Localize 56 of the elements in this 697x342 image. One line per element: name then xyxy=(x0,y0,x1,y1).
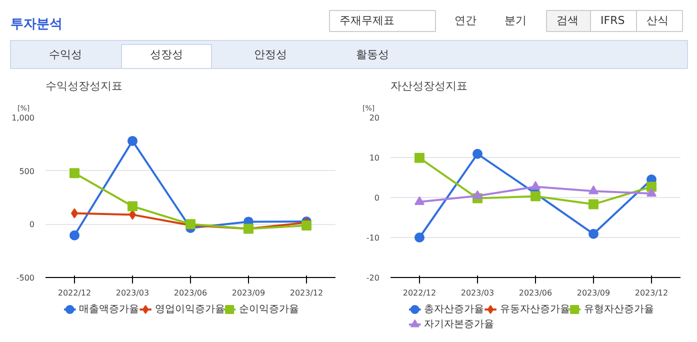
legend-label: 유동자산증가율 xyxy=(500,304,570,315)
x-tick-label: 2022/12 xyxy=(402,288,436,298)
x-tick-label: 2023/09 xyxy=(576,288,610,298)
y-tick-label: -500 xyxy=(16,274,34,282)
x-tick-label: 2023/03 xyxy=(116,288,150,298)
x-tick-label: 2023/06 xyxy=(518,288,552,298)
point xyxy=(414,232,424,242)
point xyxy=(302,220,312,231)
point xyxy=(472,148,482,159)
x-tick-label: 2023/12 xyxy=(634,288,668,298)
y-tick-label: 10 xyxy=(369,154,380,162)
y-tick-label: 1,000 xyxy=(12,114,35,122)
legend-label: 영업이익증가율 xyxy=(154,304,225,315)
text: 안정성 xyxy=(254,48,287,61)
point xyxy=(70,230,80,240)
x-tick-label: 2023/03 xyxy=(460,288,494,298)
point xyxy=(588,199,598,210)
text: 투자분석 xyxy=(10,17,62,32)
text: 성장성 xyxy=(150,48,183,61)
chart-title: 자산성장성지표 xyxy=(390,80,468,92)
point xyxy=(128,136,138,146)
point xyxy=(588,185,598,194)
chart-title: 수익성장성지표 xyxy=(46,80,122,92)
y-tick-label: -20 xyxy=(366,274,380,282)
legend-label: 유형자산증가율 xyxy=(584,304,654,315)
x-tick-label: 2022/12 xyxy=(58,288,92,298)
text: 주재무제표 xyxy=(340,14,394,27)
legend-label: 매출액증가율 xyxy=(79,304,140,315)
point xyxy=(414,152,424,163)
legend-label: 순이익증가율 xyxy=(238,304,299,315)
point xyxy=(646,188,656,197)
text: IFRS xyxy=(600,14,625,27)
text: 산식 xyxy=(646,14,668,27)
text: 수익성 xyxy=(49,48,82,61)
point xyxy=(646,182,656,192)
y-tick-label: 0 xyxy=(374,194,380,202)
text: 검색 xyxy=(556,14,578,27)
point xyxy=(414,196,424,205)
y-tick-label: 0 xyxy=(29,220,35,230)
text: 연간 xyxy=(454,14,476,27)
x-tick-label: 2023/09 xyxy=(232,288,266,298)
text: 분기 xyxy=(504,14,526,27)
text: 활동성 xyxy=(356,48,389,61)
point xyxy=(472,190,482,199)
legend-label: 총자산증가율 xyxy=(424,304,484,315)
x-tick-label: 2023/12 xyxy=(290,288,324,298)
point xyxy=(588,228,598,239)
legend-label: 자기자본증가율 xyxy=(424,319,494,330)
y-tick-label: 20 xyxy=(369,114,380,122)
y-tick-label: -10 xyxy=(366,234,380,242)
x-tick-label: 2023/06 xyxy=(174,288,208,298)
point xyxy=(530,181,540,190)
point xyxy=(530,191,540,202)
point xyxy=(70,168,80,178)
point xyxy=(128,201,138,212)
y-tick-label: 500 xyxy=(19,166,35,176)
